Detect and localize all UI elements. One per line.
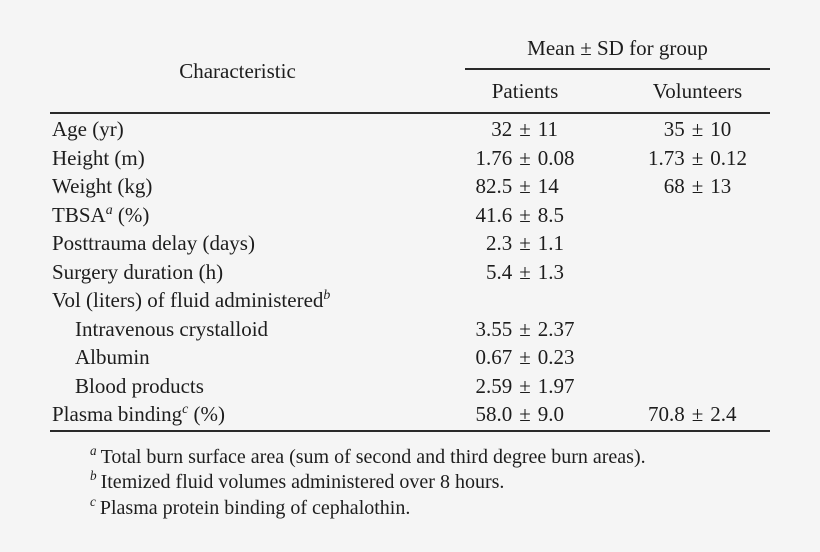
table-row: Blood products 2.59 ±1.97	[50, 372, 770, 401]
patients-value: 3.55 ±2.37	[475, 316, 575, 341]
summary-table: Characteristic Mean ± SD for group Patie…	[50, 0, 770, 521]
volunteers-value: 1.73 ±0.12	[647, 145, 748, 170]
table-row: Intravenous crystalloid 3.55 ±2.37	[50, 315, 770, 344]
patients-value: 5.4 ±1.3	[485, 259, 565, 284]
row-label: Blood products	[75, 373, 204, 398]
footnote-text: Plasma protein binding of cephalothin.	[99, 496, 411, 519]
table-row: Posttrauma delay (days) 2.3 ±1.1	[50, 229, 770, 258]
patients-value: 41.6 ±8.5	[475, 202, 565, 227]
group-spanner-header: Mean ± SD for group	[425, 30, 770, 70]
table-row: Age (yr) 32 ±11 35 ±10	[50, 115, 770, 144]
patients-value: 1.76 ±0.08	[475, 145, 575, 170]
footnote-ref: a	[105, 201, 113, 217]
table-body: Age (yr) 32 ±11 35 ±10 Height (m) 1.76 ±0.0…	[50, 114, 770, 432]
footnote: c Plasma protein binding of cephalothin.	[90, 493, 770, 522]
patients-value: 2.3 ±1.1	[485, 231, 565, 255]
patients-value: 32 ±11	[491, 117, 558, 141]
volunteers-column-header: Volunteers	[652, 78, 743, 103]
footnote-marker: a	[90, 442, 97, 458]
table-row: Height (m) 1.76 ±0.08 1.73 ±0.12	[50, 144, 770, 173]
table-row: Vol (liters) of fluid administeredb	[50, 286, 770, 315]
row-label: Surgery duration (h)	[52, 259, 224, 284]
footnote-marker: b	[90, 468, 97, 484]
spanner-label: Mean ± SD for group	[527, 36, 708, 60]
footnote-text: Total burn surface area (sum of second a…	[100, 445, 646, 468]
spanner-rule	[465, 68, 770, 70]
patients-value	[425, 286, 625, 315]
footnote: b Itemized fluid volumes administered ove…	[90, 468, 770, 496]
table-row: TBSAa (%) 41.6 ±8.5	[50, 201, 770, 230]
volunteers-value: 68 ±13	[663, 174, 732, 198]
volunteers-value	[625, 258, 770, 287]
row-label: Plasma bindingc (%)	[52, 401, 225, 426]
characteristic-header: Characteristic	[179, 58, 296, 83]
patients-value: 82.5 ±14	[475, 174, 559, 198]
volunteers-value: 35 ±10	[663, 117, 732, 141]
row-label: TBSAa (%)	[52, 201, 150, 227]
volunteers-value	[625, 315, 770, 344]
row-label: Height (m)	[52, 145, 145, 170]
volunteers-value	[625, 201, 770, 230]
table-header: Characteristic Mean ± SD for group Patie…	[50, 30, 770, 114]
row-label: Intravenous crystalloid	[75, 316, 269, 341]
table-row: Albumin 0.67 ±0.23	[50, 343, 770, 372]
table-row: Plasma bindingc (%) 58.0 ±9.0 70.8 ±2.4	[50, 400, 770, 429]
table-row: Weight (kg) 82.5 ±14 68 ±13	[50, 172, 770, 201]
footnote: a Total burn surface area (sum of second …	[90, 442, 770, 471]
patients-value: 2.59 ±1.97	[475, 373, 575, 398]
row-label: Posttrauma delay (days)	[52, 231, 255, 255]
patients-value: 58.0 ±9.0	[475, 402, 565, 426]
footnote-marker: c	[90, 493, 96, 509]
footnotes: a Total burn surface area (sum of second …	[50, 432, 770, 522]
footnote-text: Itemized fluid volumes administered over…	[100, 471, 505, 493]
volunteers-value	[625, 343, 770, 372]
row-label: Age (yr)	[52, 117, 124, 141]
patients-column-header: Patients	[491, 78, 559, 103]
footnote-ref: c	[182, 401, 189, 416]
footnote-ref: b	[323, 287, 331, 302]
volunteers-value	[625, 229, 770, 258]
volunteers-value: 70.8 ±2.4	[647, 402, 737, 426]
row-label: Albumin	[75, 345, 150, 369]
patients-value: 0.67 ±0.23	[475, 345, 575, 369]
volunteers-value	[625, 286, 770, 315]
row-label: Vol (liters) of fluid administeredb	[52, 287, 331, 312]
table-row: Surgery duration (h) 5.4 ±1.3	[50, 258, 770, 287]
row-label: Weight (kg)	[52, 174, 153, 198]
volunteers-value	[625, 372, 770, 401]
